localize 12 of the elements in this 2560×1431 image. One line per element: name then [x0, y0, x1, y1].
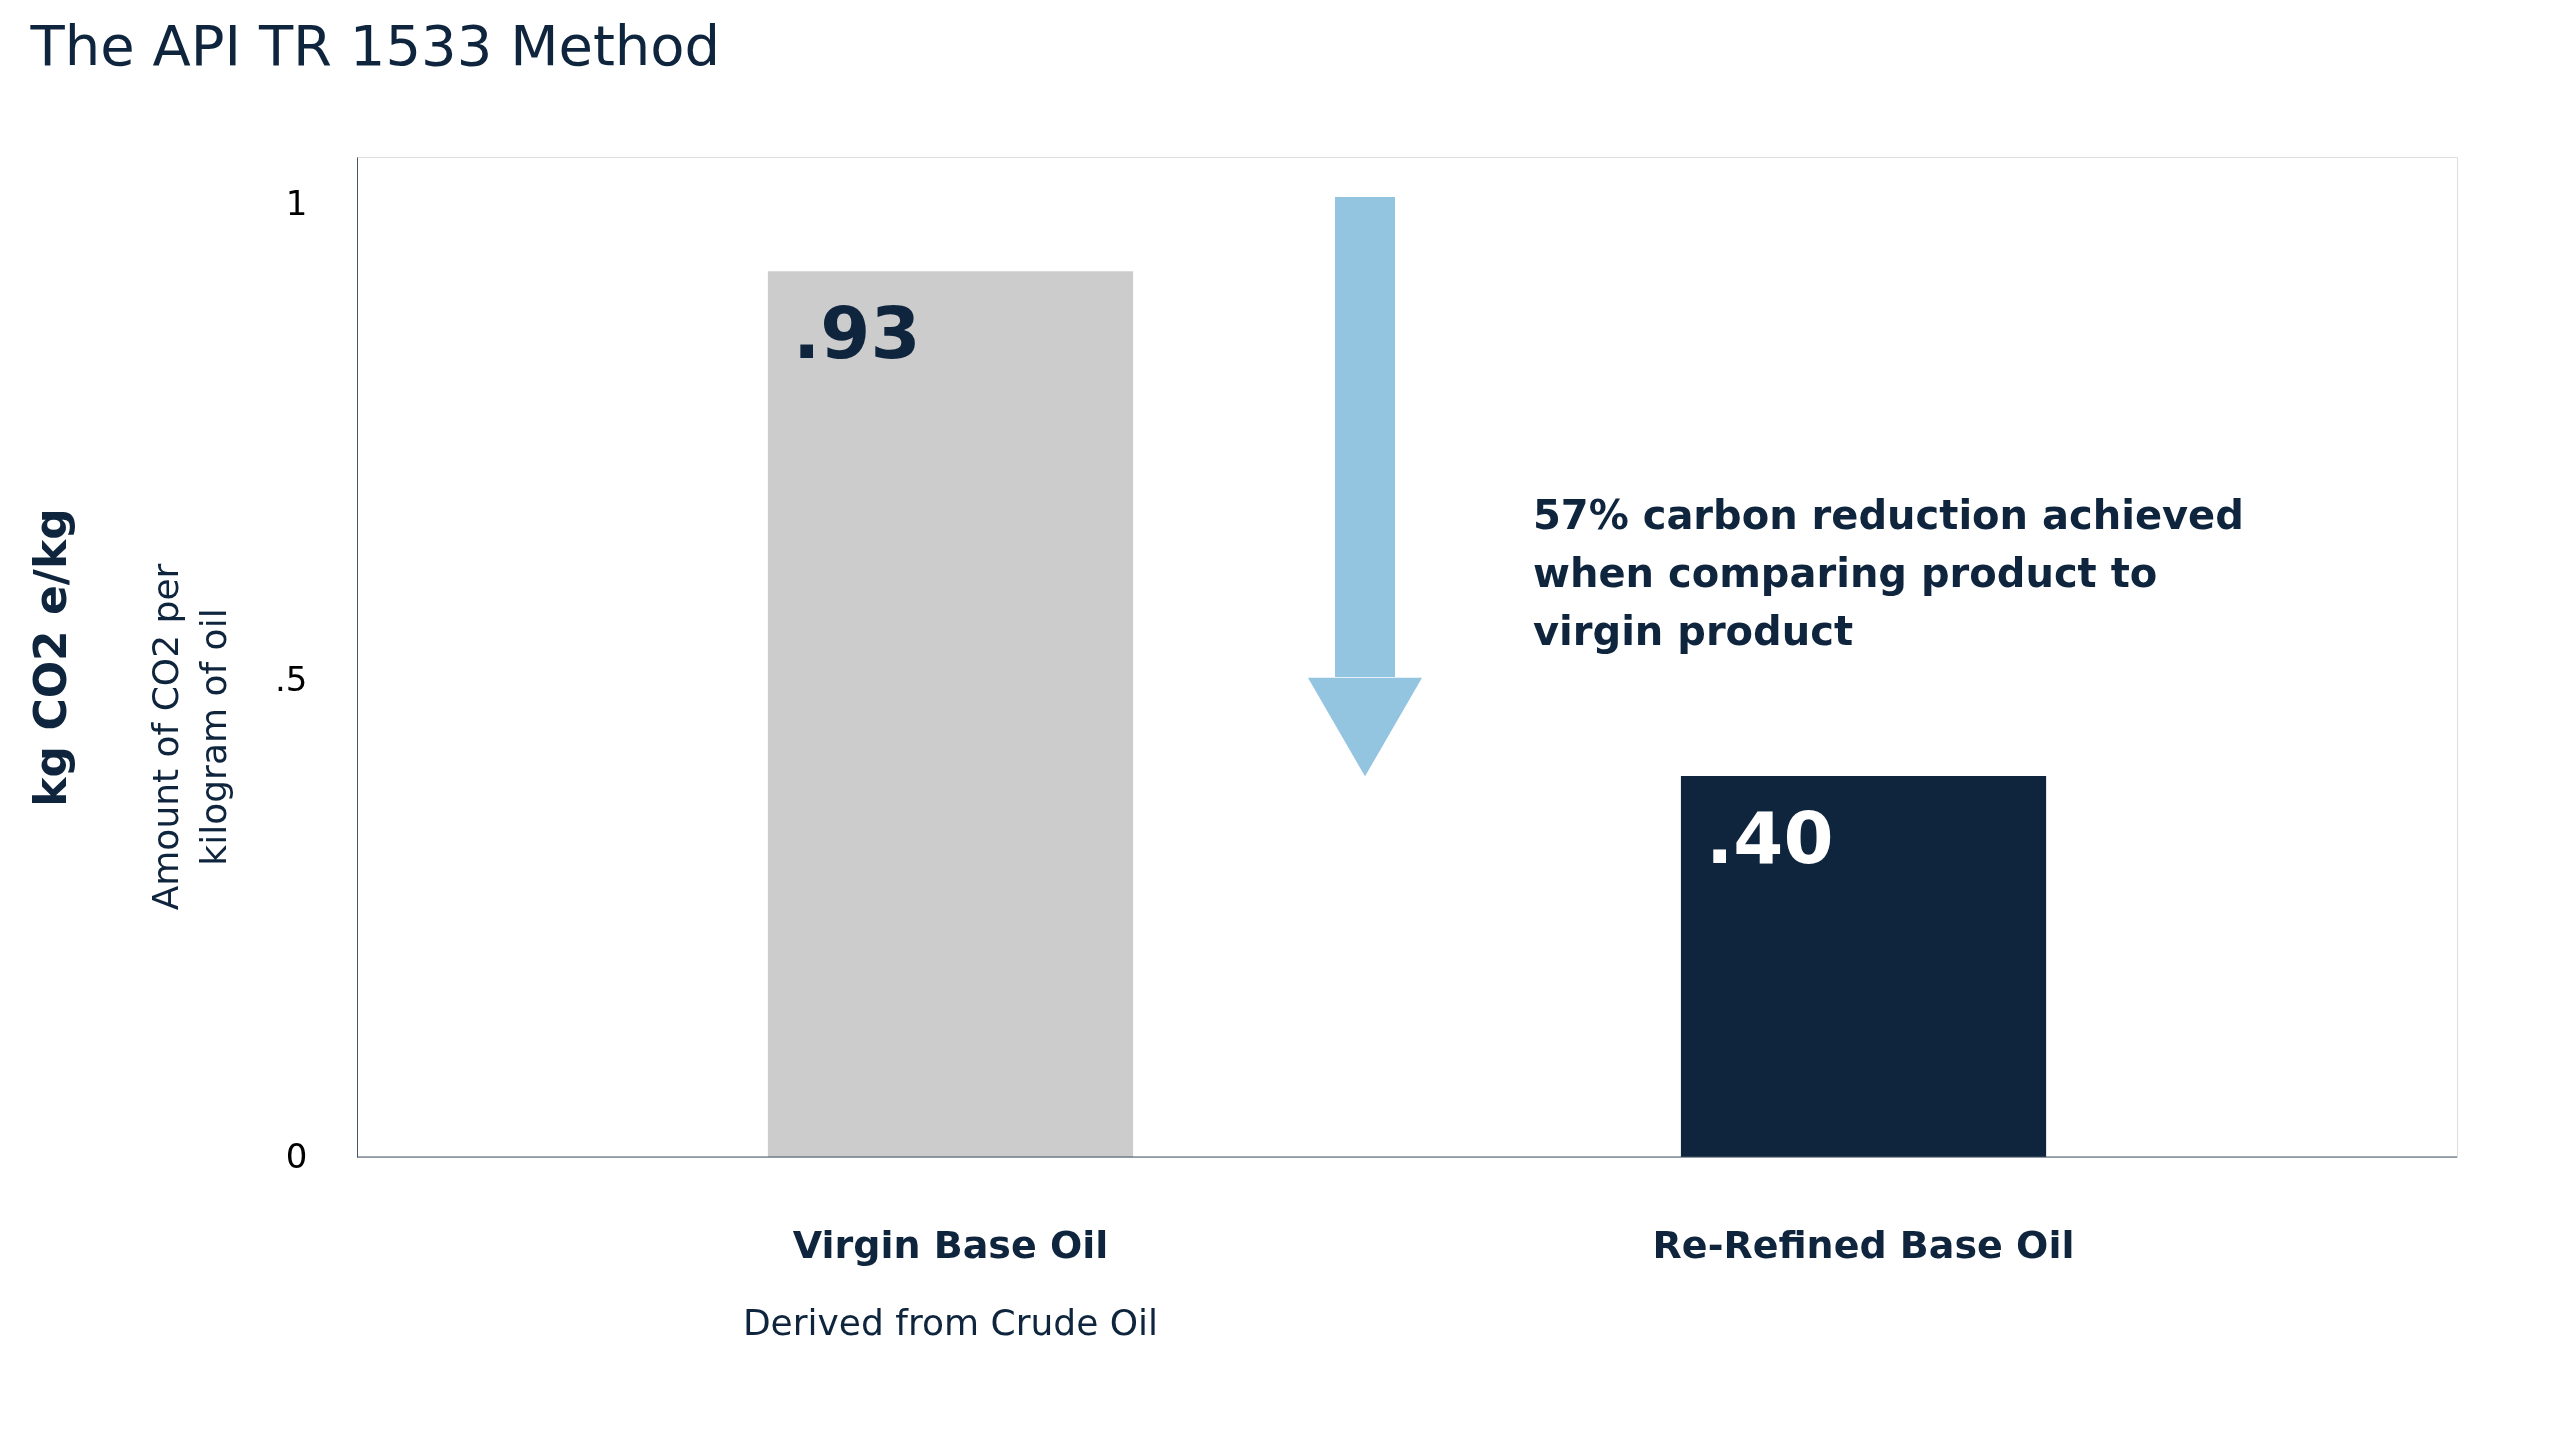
- y-axis-title: kg CO2 e/kg: [25, 508, 77, 807]
- data-label: .40: [1706, 796, 1834, 881]
- chart-title: The API TR 1533 Method: [29, 13, 721, 78]
- y-tick-label: 0: [285, 1135, 308, 1176]
- x-tick-label: Virgin Base Oil: [792, 1222, 1109, 1267]
- annotation: 57% carbon reduction achieved when comparing product to virgin product: [1533, 492, 2244, 654]
- x-tick-label: Re-Refined Base Oil: [1652, 1222, 2075, 1267]
- y-tick-label: .5: [275, 659, 308, 700]
- data-label: .93: [792, 291, 921, 376]
- text: Amount of CO2 per kilogram of oil: [145, 563, 234, 911]
- y-tick-label: 1: [285, 183, 308, 224]
- text: Derived from Crude Oil: [742, 1302, 1159, 1343]
